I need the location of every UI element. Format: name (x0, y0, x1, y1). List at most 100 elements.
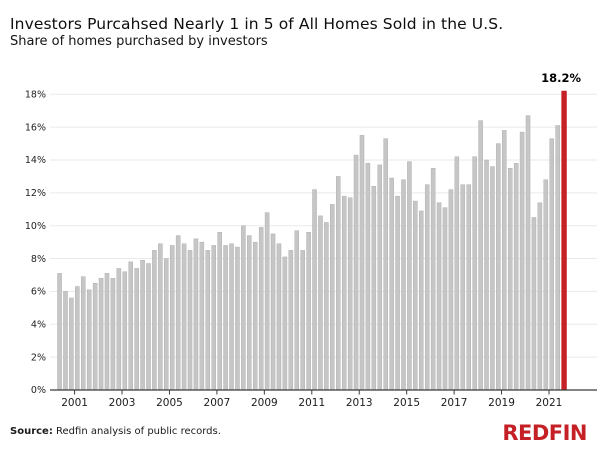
bar (430, 167, 436, 391)
source-label: Source: (10, 426, 53, 437)
x-tick-label: 2003 (109, 397, 136, 409)
bar (252, 241, 258, 391)
bar (276, 243, 282, 391)
bar (353, 154, 359, 391)
bar (407, 161, 412, 391)
bar (235, 246, 240, 391)
y-tick-label: 6% (31, 287, 46, 298)
bar (525, 115, 531, 391)
bar (241, 225, 246, 391)
bar (413, 200, 418, 391)
bar (264, 212, 270, 391)
x-tick-label: 2011 (298, 397, 325, 409)
bar (193, 238, 199, 391)
bar (371, 186, 377, 391)
bar (69, 297, 74, 391)
bar (318, 215, 323, 391)
x-tick-label: 2013 (346, 397, 373, 409)
highlight-value-label: 18.2% (541, 71, 581, 85)
bar (122, 271, 128, 391)
y-tick-label: 0% (31, 385, 46, 396)
bar (484, 159, 489, 391)
bar (531, 217, 537, 391)
x-tick-label: 2015 (393, 397, 420, 409)
source-text: Redfin analysis of public records. (52, 426, 221, 437)
bar (81, 276, 86, 391)
y-tick-label: 14% (25, 155, 46, 166)
y-tick-label: 12% (25, 188, 46, 199)
x-tick-label: 2017 (441, 397, 468, 409)
bar (442, 207, 448, 391)
bar (502, 130, 507, 391)
bar (460, 184, 466, 391)
bar (537, 202, 543, 391)
bar (347, 197, 353, 391)
bar (128, 261, 133, 391)
y-tick-label: 8% (31, 254, 46, 265)
bar (466, 184, 471, 391)
bar (86, 289, 92, 391)
bar (98, 278, 104, 391)
chart-subtitle: Share of homes purchased by investors (10, 34, 268, 49)
y-tick-label: 16% (25, 122, 46, 133)
chart-title: Investors Purcahsed Nearly 1 in 5 of All… (10, 15, 504, 33)
bar (205, 250, 211, 391)
bar (324, 222, 329, 391)
source-note: Source: Redfin analysis of public record… (10, 426, 221, 437)
bar (341, 195, 347, 391)
bar (513, 163, 519, 391)
bar (419, 210, 424, 391)
bar (175, 235, 181, 391)
bar (57, 273, 62, 391)
bar (258, 227, 264, 391)
bar (424, 184, 430, 391)
bar (199, 241, 205, 391)
bar (223, 245, 228, 391)
x-tick-label: 2009 (251, 397, 278, 409)
bar (478, 120, 483, 391)
bar (549, 138, 554, 391)
bar (92, 283, 98, 391)
bar (519, 131, 525, 391)
bar (158, 243, 163, 391)
bar (365, 163, 371, 391)
bar (436, 202, 442, 391)
x-tick-label: 2019 (488, 397, 515, 409)
bar (472, 156, 477, 391)
y-tick-label: 18% (25, 89, 46, 100)
bar (247, 235, 252, 391)
bar (330, 204, 335, 391)
bar (336, 176, 341, 391)
bar (300, 250, 305, 391)
bar (312, 189, 317, 391)
bar (401, 179, 406, 391)
bar (229, 243, 234, 391)
bar (217, 232, 222, 391)
bar (104, 273, 110, 391)
x-tick-label: 2021 (536, 397, 563, 409)
bar (543, 179, 549, 391)
bar (490, 166, 495, 391)
x-tick-label: 2001 (61, 397, 88, 409)
highlight-bar (561, 90, 567, 391)
bar (282, 256, 288, 391)
bar (110, 278, 116, 391)
bar (507, 167, 513, 391)
x-tick-label: 2007 (204, 397, 231, 409)
bar (211, 245, 216, 391)
bar (454, 156, 460, 391)
bar (496, 143, 501, 391)
bar (448, 189, 454, 391)
bar (377, 164, 383, 391)
bar (359, 135, 365, 391)
redfin-logo: REDFIN (502, 421, 587, 445)
bar (288, 250, 294, 391)
bar (75, 286, 80, 391)
bar (116, 268, 122, 391)
bar (383, 138, 388, 391)
y-tick-label: 4% (31, 319, 46, 330)
y-tick-label: 10% (25, 221, 46, 232)
bar (146, 263, 151, 391)
